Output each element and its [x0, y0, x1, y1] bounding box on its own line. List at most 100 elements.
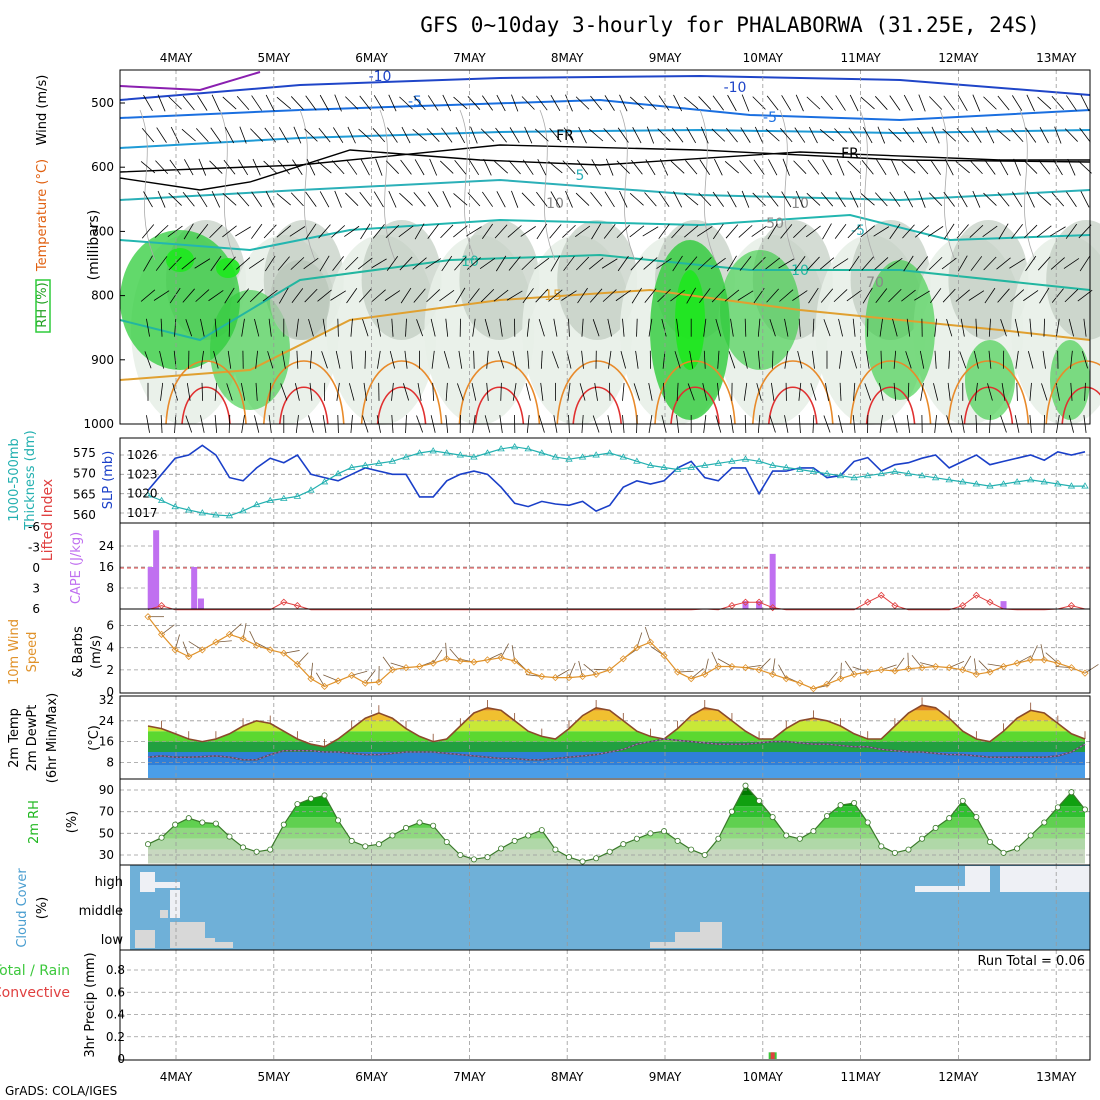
- contour-label: 10: [546, 196, 564, 212]
- wind-barb: [744, 318, 747, 337]
- wind-barb: [308, 318, 314, 337]
- wind-legend-label: Wind (m/s): [35, 75, 50, 146]
- wind-barb: [619, 94, 628, 112]
- wind-barb: [798, 382, 802, 401]
- wind-barb: [236, 95, 250, 111]
- wind-barb: [943, 223, 955, 240]
- wind-barb: [440, 160, 454, 174]
- wind-barb: [941, 257, 957, 270]
- wind-barb: [181, 128, 196, 142]
- wind-barb: [1081, 351, 1089, 369]
- wind-barb: [330, 290, 346, 301]
- wind-barb: [183, 223, 194, 240]
- thickness-point: [470, 453, 478, 460]
- wind-barb: [864, 383, 872, 401]
- wind-barb: [1078, 224, 1092, 239]
- wind-barb: [278, 127, 289, 144]
- date-label: 5MAY: [257, 51, 290, 65]
- wind-barb: [197, 95, 208, 111]
- wind-barb: [727, 94, 737, 112]
- wind-barb: [931, 126, 940, 144]
- bottom-date-labels: 4MAY 5MAY 6MAY 7MAY 8MAY 9MAY 10MAY 11MAY 12MAY 1…: [160, 1070, 1077, 1084]
- wind-barb: [806, 192, 821, 206]
- wind-barb: [536, 95, 548, 111]
- wind-speed-point: [823, 680, 831, 688]
- wind-barb: [331, 225, 346, 238]
- thickness-point: [864, 471, 872, 479]
- wind-barb: [1052, 159, 1063, 176]
- contour-label: FR: [841, 146, 859, 162]
- wind-barb: [575, 96, 590, 110]
- rh-band: [148, 817, 1085, 828]
- date-label: 12MAY: [938, 1070, 979, 1084]
- panel-frame: [119, 949, 1091, 1061]
- wind-barb: [933, 383, 939, 401]
- wind-barb: [377, 350, 381, 369]
- rh-point: [511, 837, 518, 844]
- wind-barb: [495, 127, 507, 143]
- rh-point: [212, 820, 219, 827]
- wind-speed-point: [877, 666, 885, 674]
- temp-axis-label: 2m Temp: [7, 708, 22, 768]
- rh-point: [375, 841, 382, 848]
- wind-barb: [335, 350, 341, 369]
- wind-speed-point: [864, 668, 872, 676]
- rh-point: [919, 835, 926, 842]
- wind-barb: [334, 94, 342, 112]
- wind-barb: [956, 127, 969, 143]
- thickness-point: [606, 449, 614, 456]
- date-label: 7MAY: [453, 1070, 486, 1084]
- temp-tick-label: 24: [99, 714, 114, 728]
- wind-barb: [903, 255, 914, 272]
- wind-barb: [956, 224, 969, 239]
- wind-speed-point: [320, 682, 329, 691]
- wind-barb: [432, 649, 443, 664]
- wind-barb: [210, 255, 222, 272]
- thickness-line: [147, 446, 1085, 517]
- wind-barb: [690, 668, 704, 680]
- wind-speed-point: [307, 675, 315, 683]
- wind-barb: [997, 192, 1010, 207]
- wind-barb: [417, 382, 422, 401]
- wind-barb: [1037, 256, 1051, 271]
- wind-barb: [901, 160, 916, 174]
- thickness-point: [144, 491, 152, 498]
- wind-barb: [1051, 288, 1064, 303]
- wind-barb: [916, 256, 929, 271]
- wind-barb: [834, 223, 847, 239]
- wind-barb: [590, 95, 603, 111]
- wind-barb: [947, 382, 951, 401]
- wind-barb: [290, 192, 304, 207]
- wind-barb: [906, 318, 911, 337]
- wind-barb: [794, 127, 806, 143]
- wind-barb: [322, 318, 327, 337]
- wind-barb: [1079, 255, 1091, 272]
- contour-label: -5: [851, 223, 865, 239]
- wind-barb: [536, 191, 548, 207]
- wind-barb: [562, 160, 576, 175]
- wind-barb: [676, 382, 679, 401]
- rh-point: [525, 832, 532, 839]
- slp-tick-label: 1020: [127, 487, 158, 501]
- wind-barb: [873, 226, 890, 237]
- wind-barb: [455, 127, 466, 144]
- wind-barb: [724, 160, 739, 174]
- wind-barb: [388, 190, 397, 208]
- wind-barb: [479, 258, 496, 269]
- wind-barb: [622, 382, 625, 401]
- slp-tick-label: 1017: [127, 506, 158, 520]
- wind-barb: [1083, 318, 1087, 337]
- y-tick-label: 700: [91, 224, 114, 238]
- wind-barb: [847, 224, 861, 239]
- wind-barb: [344, 225, 360, 237]
- wind-barb: [1063, 258, 1080, 269]
- wind-barb: [728, 351, 736, 369]
- wind-barb: [295, 318, 299, 337]
- wind-barb: [141, 127, 155, 143]
- wind-barb: [540, 350, 543, 369]
- contour-label: -5: [408, 94, 422, 110]
- wind-speed-point: [932, 662, 940, 671]
- wind-barb: [957, 255, 968, 272]
- wind-speed-point: [741, 664, 750, 672]
- rh-line: [147, 784, 1086, 863]
